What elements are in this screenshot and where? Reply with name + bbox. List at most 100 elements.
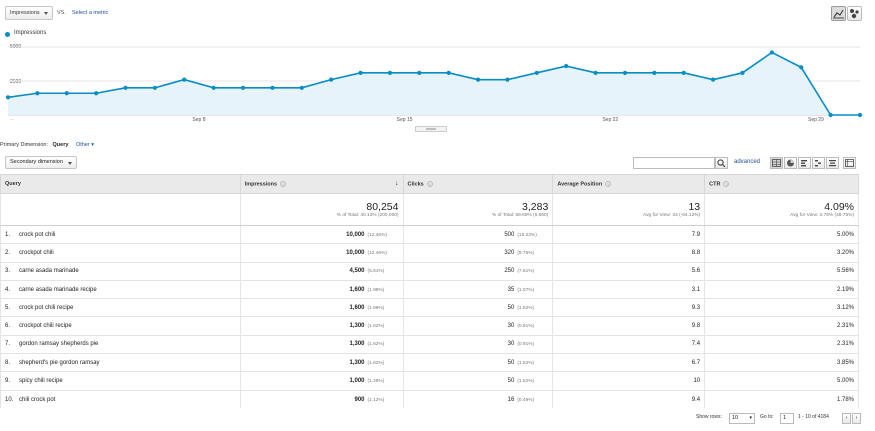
query-link[interactable]: crockpot chili recipe [19, 323, 72, 330]
clicks-cell: 250 (7.61%) [402, 261, 554, 281]
clicks-cell: 50 (1.52%) [402, 371, 554, 391]
search-button[interactable] [715, 157, 728, 169]
query-cell[interactable]: 8. shepherd's pie gordon ramsay [0, 353, 241, 372]
query-link[interactable]: carne asada marinade recipe [19, 286, 97, 293]
prev-page-button[interactable]: ‹ [842, 413, 851, 424]
avg-position-cell: 9.4 [552, 389, 706, 409]
ctr-cell: 2.31% [704, 334, 859, 354]
line-chart-toggle[interactable] [831, 6, 846, 21]
table-row[interactable]: 2. crockpot chili 10,000 (12.46%) 320 (9.75%)… [0, 243, 859, 263]
view-data-table-button[interactable] [770, 157, 783, 169]
clicks-value: 16 [507, 396, 515, 403]
data-point [270, 85, 275, 90]
row-index: 7. [5, 341, 11, 348]
view-performance-button[interactable] [798, 157, 811, 169]
table-row[interactable]: 7. gordon ramsay shepherds pie 1,300 (1.62%… [0, 334, 859, 354]
table-row[interactable]: 10. chili crock pot 900 (1.12%) 16 (0.49%) 9.4… [0, 389, 859, 409]
clicks-percent: (1.07%) [517, 287, 535, 293]
help-icon[interactable]: ? [723, 180, 730, 187]
view-comparison-button[interactable] [812, 157, 825, 169]
pivot-icon [845, 159, 854, 167]
advanced-filter-link[interactable]: advanced [734, 159, 761, 165]
query-link[interactable]: crockpot chili [19, 249, 54, 256]
column-header-query[interactable]: Query [0, 174, 241, 194]
avg-position-value: 9.3 [691, 304, 701, 311]
chart-resize-handle[interactable] [415, 126, 447, 132]
clicks-value: 35 [507, 286, 515, 293]
data-point [35, 91, 40, 96]
query-cell[interactable]: 9. spicy chili recipe [0, 371, 241, 391]
x-tick-label: Sep 29 [807, 117, 824, 123]
metric-select[interactable]: Impressions [5, 6, 53, 20]
query-cell[interactable]: 10. chili crock pot [0, 389, 241, 409]
ctr-cell: 3.20% [704, 243, 859, 263]
impressions-value: 1,300 [349, 341, 365, 348]
view-pivot-button[interactable] [843, 157, 856, 169]
legend-marker [5, 32, 10, 37]
help-icon[interactable]: ? [426, 180, 433, 187]
query-link[interactable]: carne asada marinade [19, 268, 79, 275]
motion-chart-icon [850, 9, 859, 19]
goto-page-input[interactable]: 1 [780, 413, 794, 424]
vs-label: VS. [57, 10, 66, 16]
table-row[interactable]: 9. spicy chili recipe 1,000 (1.25%) 50 (1.52%… [0, 371, 859, 391]
query-cell[interactable]: 6. crockpot chili recipe [0, 316, 241, 336]
query-cell[interactable]: 2. crockpot chili [0, 243, 241, 263]
column-header-avg-position-label: Average Position [557, 181, 603, 188]
select-metric-link[interactable]: Select a metric [72, 10, 109, 16]
row-index: 2. [5, 249, 11, 256]
table-row[interactable]: 4. carne asada marinade recipe 1,600 (1.99%… [0, 279, 859, 299]
motion-chart-toggle[interactable] [847, 6, 862, 21]
help-icon[interactable]: ? [605, 180, 612, 187]
query-link[interactable]: spicy chili recipe [19, 378, 63, 385]
ctr-value: 3.85% [836, 359, 854, 366]
row-index: 4. [5, 286, 11, 293]
query-cell[interactable]: 3. carne asada marinade [0, 261, 241, 281]
table-search-input[interactable] [633, 157, 715, 169]
column-header-clicks[interactable]: Clicks? [402, 174, 554, 194]
query-cell[interactable]: 1. crock pot chili [0, 224, 241, 244]
data-point [505, 77, 510, 82]
chevron-down-icon: ▾ [91, 142, 95, 148]
impressions-percent: (1.99%) [367, 287, 385, 293]
column-header-avg-position[interactable]: Average Position? [552, 174, 706, 194]
query-cell[interactable]: 7. gordon ramsay shepherds pie [0, 334, 241, 354]
table-row[interactable]: 6. crockpot chili recipe 1,300 (1.62%) 30 (0.… [0, 316, 859, 336]
query-cell[interactable]: 4. carne asada marinade recipe [0, 279, 241, 299]
summary-clicks-sub: % of Total: 59.69% (5,500) [491, 213, 549, 218]
impressions-chart[interactable] [0, 0, 875, 135]
query-link[interactable]: crock pot chili recipe [19, 304, 74, 311]
impressions-cell: 1,600 (1.99%) [239, 279, 404, 299]
table-row[interactable]: 1. crock pot chili 10,000 (12.46%) 500 (15.23… [0, 224, 859, 244]
next-page-button[interactable]: › [852, 413, 861, 424]
pagination-range: 1 - 10 of 4184 [798, 414, 829, 420]
table-row[interactable]: 8. shepherd's pie gordon ramsay 1,300 (1.62… [0, 353, 859, 372]
view-term-cloud-button[interactable] [826, 157, 839, 169]
secondary-dimension-button[interactable]: Secondary dimension [5, 156, 77, 169]
impressions-percent: (5.61%) [367, 269, 385, 275]
avg-position-value: 10 [693, 378, 701, 385]
clicks-value: 500 [504, 231, 515, 238]
summary-ctr: 4.09% [824, 201, 854, 213]
table-row[interactable]: 5. crock pot chili recipe 1,600 (1.99%) 50 (1… [0, 298, 859, 317]
clicks-percent: (1.52%) [517, 360, 535, 366]
goto-label: Go to: [760, 414, 774, 420]
rows-per-page-select[interactable]: 10 ▾ [729, 413, 755, 424]
query-link[interactable]: shepherd's pie gordon ramsay [19, 359, 100, 366]
primary-dimension-other[interactable]: Other [75, 142, 90, 148]
impressions-percent: (1.62%) [367, 360, 385, 366]
query-link[interactable]: crock pot chili [19, 231, 56, 238]
ctr-value: 3.20% [836, 249, 854, 256]
row-index: 6. [5, 323, 11, 330]
avg-position-value: 3.1 [691, 286, 701, 293]
view-pie-button[interactable] [784, 157, 797, 169]
column-header-ctr[interactable]: CTR? [704, 174, 859, 194]
help-icon[interactable]: ? [280, 180, 287, 187]
table-row[interactable]: 3. carne asada marinade 4,500 (5.61%) 250 (7.… [0, 261, 859, 281]
chevron-down-icon [68, 162, 72, 165]
column-header-impressions[interactable]: Impressions? ↓ [239, 174, 404, 194]
query-cell[interactable]: 5. crock pot chili recipe [0, 298, 241, 317]
query-link[interactable]: gordon ramsay shepherds pie [19, 341, 99, 348]
query-link[interactable]: chili crock pot [19, 396, 56, 403]
avg-position-value: 9.4 [691, 396, 701, 403]
